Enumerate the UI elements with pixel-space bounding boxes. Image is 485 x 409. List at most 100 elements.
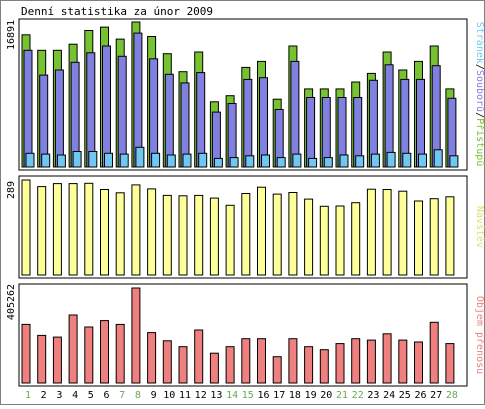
day-label: 11 bbox=[179, 390, 191, 401]
visits-bar bbox=[351, 202, 361, 276]
pages-bar bbox=[213, 157, 223, 168]
visits-bar bbox=[21, 179, 31, 276]
kbytes-bar bbox=[445, 343, 455, 384]
legend-sep-1: / bbox=[474, 64, 485, 70]
page-title: Denní statistika za únor 2009 bbox=[21, 5, 213, 18]
day-label: 10 bbox=[163, 390, 175, 401]
day-label: 7 bbox=[119, 390, 125, 401]
day-label: 25 bbox=[399, 390, 411, 401]
visits-bar bbox=[209, 197, 219, 276]
kbytes-bar bbox=[52, 336, 62, 384]
visits-bar bbox=[115, 192, 125, 276]
x-axis-labels: 1 2 3 4 5 6 7 8 9 10 11 12 13 14 15 16 17 18 19 20 21 22 23 24 2… bbox=[25, 390, 458, 401]
day-label: 28 bbox=[446, 390, 458, 401]
files-bar bbox=[290, 60, 300, 168]
kbytes-bar bbox=[68, 314, 78, 384]
kbytes-bar bbox=[194, 329, 204, 384]
kbytes-bar bbox=[304, 346, 314, 384]
pages-bar bbox=[198, 152, 208, 168]
visits-bar bbox=[162, 194, 172, 276]
files-bar bbox=[117, 55, 127, 168]
kbytes-bar bbox=[257, 338, 266, 384]
pages-bar bbox=[41, 153, 51, 168]
kbytes-bar bbox=[272, 356, 282, 384]
files-bar bbox=[259, 77, 268, 168]
visits-bar bbox=[288, 192, 298, 276]
requests-legend: Stránek/Souborů/Přístupů bbox=[474, 22, 485, 167]
pages-bar bbox=[276, 157, 286, 168]
day-label: 3 bbox=[56, 390, 62, 401]
files-bar bbox=[54, 69, 64, 168]
day-label: 15 bbox=[242, 390, 254, 401]
pages-bar bbox=[182, 153, 192, 168]
pages-bar bbox=[292, 153, 302, 168]
day-label: 2 bbox=[41, 390, 47, 401]
day-label: 17 bbox=[273, 390, 285, 401]
visits-bar bbox=[429, 198, 439, 276]
files-bar bbox=[164, 73, 174, 168]
files-bar bbox=[102, 45, 111, 168]
visits-bar bbox=[37, 186, 47, 276]
pages-bar bbox=[433, 149, 443, 168]
pages-bar bbox=[166, 154, 176, 168]
pages-bar bbox=[402, 152, 412, 168]
day-label: 20 bbox=[320, 390, 332, 401]
pages-bar bbox=[308, 157, 318, 168]
visits-bar bbox=[194, 194, 204, 276]
kbytes-bar bbox=[147, 332, 157, 384]
visits-bar bbox=[241, 193, 251, 276]
files-bar bbox=[149, 58, 159, 168]
kbytes-bar bbox=[115, 323, 125, 384]
day-label: 8 bbox=[135, 390, 141, 401]
visits-ymax-label: 289 bbox=[6, 181, 17, 199]
kbytes-bar bbox=[429, 321, 439, 384]
visits-bar bbox=[335, 205, 345, 276]
pages-bar bbox=[355, 155, 365, 168]
files-bar bbox=[306, 97, 316, 168]
pages-bar bbox=[418, 153, 427, 168]
kbytes-bar bbox=[21, 323, 31, 384]
kbytes-bar bbox=[288, 338, 298, 384]
day-label: 16 bbox=[257, 390, 269, 401]
visits-bar bbox=[131, 184, 141, 276]
pages-bar bbox=[245, 155, 255, 168]
pages-bar bbox=[449, 155, 459, 168]
visits-bar bbox=[445, 196, 455, 276]
legend-pages: Stránek bbox=[474, 22, 485, 64]
files-bar bbox=[243, 78, 253, 168]
pages-bar bbox=[119, 153, 129, 168]
day-label: 24 bbox=[383, 390, 395, 401]
visits-bar bbox=[178, 195, 188, 276]
pages-bar bbox=[323, 157, 333, 168]
pages-bar bbox=[261, 154, 270, 168]
visits-bar bbox=[147, 188, 157, 276]
visits-bar bbox=[52, 183, 62, 276]
visits-bar bbox=[68, 183, 78, 276]
kbytes-bar bbox=[319, 349, 329, 384]
pages-bar bbox=[370, 153, 380, 168]
day-label: 21 bbox=[336, 390, 348, 401]
visits-legend: Návštěv bbox=[474, 206, 485, 248]
pages-bar bbox=[229, 157, 239, 168]
day-label: 4 bbox=[72, 390, 78, 401]
kbytes-bar bbox=[37, 334, 47, 384]
kbytes-ymax-label: 405262 bbox=[6, 284, 17, 320]
day-label: 12 bbox=[195, 390, 207, 401]
kbytes-bar bbox=[225, 346, 235, 384]
files-bar bbox=[23, 49, 33, 168]
kbytes-bar bbox=[382, 333, 392, 384]
files-bar bbox=[384, 64, 394, 168]
kbytes-bar bbox=[131, 287, 141, 384]
kbytes-bar bbox=[366, 339, 376, 384]
day-label: 26 bbox=[414, 390, 426, 401]
pages-bar bbox=[56, 154, 66, 168]
kbytes-bar bbox=[162, 340, 172, 384]
day-label: 18 bbox=[289, 390, 301, 401]
legend-files: Souborů bbox=[474, 70, 485, 112]
visits-bar bbox=[272, 193, 282, 276]
pages-bar bbox=[72, 151, 82, 168]
day-label: 5 bbox=[88, 390, 94, 401]
files-bar bbox=[39, 74, 49, 168]
kbytes-bar bbox=[209, 352, 219, 384]
